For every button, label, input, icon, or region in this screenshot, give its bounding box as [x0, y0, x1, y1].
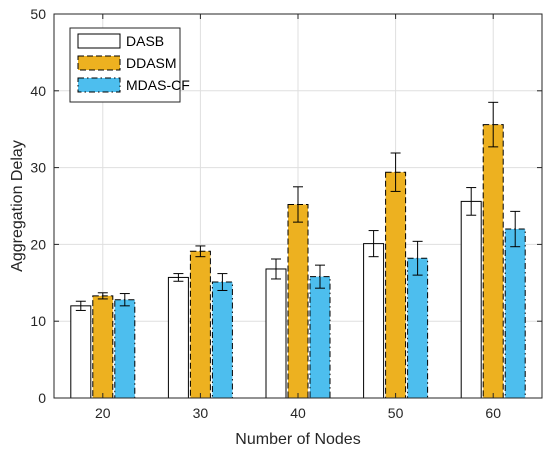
bar-dasb-20 — [70, 305, 92, 399]
bar-ddasm-30 — [189, 250, 211, 399]
y-tick-label: 20 — [30, 236, 46, 252]
bar-ddasm-40 — [287, 203, 309, 399]
bar-mdas-cf-50 — [407, 257, 429, 399]
bar-dasb-60 — [460, 200, 482, 399]
x-axis-label: Number of Nodes — [235, 431, 360, 448]
legend-swatch — [77, 33, 121, 49]
legend-swatch — [77, 77, 121, 93]
x-tick-label: 20 — [95, 405, 111, 421]
y-tick-label: 10 — [30, 313, 46, 329]
legend: DASB DDASM MDAS-CF — [69, 27, 190, 103]
bar-dasb-50 — [363, 243, 385, 399]
y-tick-label: 50 — [30, 6, 46, 22]
x-tick-label: 30 — [193, 405, 209, 421]
bar-ddasm-20 — [92, 295, 114, 399]
x-tick-label: 60 — [485, 405, 501, 421]
axis-ticks: 0 10 20 30 40 50 20 30 40 50 60 — [30, 6, 542, 421]
bar-ddasm-60 — [482, 124, 504, 399]
y-tick-label: 0 — [38, 390, 46, 406]
bar-mdas-cf-60 — [504, 228, 526, 399]
legend-swatch — [77, 55, 121, 71]
bar-mdas-cf-20 — [114, 299, 136, 399]
y-tick-label: 30 — [30, 160, 46, 176]
legend-label: DASB — [126, 33, 164, 49]
bars — [70, 124, 526, 399]
legend-label: MDAS-CF — [126, 77, 190, 93]
x-tick-label: 50 — [388, 405, 404, 421]
bar-ddasm-50 — [385, 171, 407, 399]
y-tick-label: 40 — [30, 83, 46, 99]
legend-label: DDASM — [126, 55, 177, 71]
y-axis-label: Aggregation Delay — [9, 140, 26, 272]
bar-dasb-40 — [265, 268, 287, 399]
bar-mdas-cf-40 — [309, 276, 331, 399]
bar-dasb-30 — [167, 276, 189, 399]
x-tick-label: 40 — [290, 405, 306, 421]
bar-mdas-cf-30 — [211, 281, 233, 399]
error-bars — [75, 101, 521, 311]
